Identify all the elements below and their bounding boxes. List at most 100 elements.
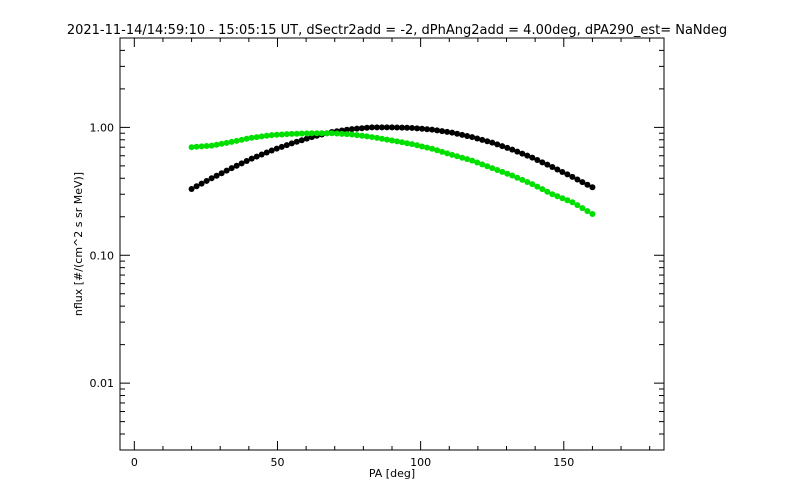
data-point-interp [273,145,280,152]
data-point-interp [574,176,581,183]
data-point [449,151,456,158]
data-point-interp [193,143,200,150]
data-point [529,154,536,161]
data-point-interp [474,159,481,166]
data-point-interp [494,166,501,173]
data-point-interp [399,139,406,146]
data-point-interp [454,153,461,160]
data-point-interp [243,157,250,164]
data-point-interp [564,197,571,204]
data-point-interp [283,131,290,138]
data-point [569,199,576,206]
data-point-interp [394,138,401,145]
data-point-interp [378,135,385,142]
data-point [268,147,275,154]
data-point [509,146,516,153]
data-point-interp [243,135,250,142]
data-point-interp [198,180,205,187]
data-point-interp [574,202,581,209]
data-point-interp [404,124,411,131]
data-point-interp [579,179,586,186]
y-tick-label: 0.10 [90,249,115,262]
data-point [208,142,215,149]
data-point-interp [343,131,350,138]
data-point-interp [414,125,421,132]
data-point [409,124,416,131]
data-point-interp [218,170,225,177]
x-tick-label: 0 [131,456,138,469]
data-point-interp [258,133,265,140]
data-point-interp [519,176,526,183]
data-points [188,124,596,218]
x-axis-label: PA [deg] [369,467,415,480]
data-point [509,172,516,179]
data-point-interp [514,174,521,181]
data-point-interp [559,195,566,202]
data-point-interp [338,130,345,137]
data-point-interp [193,183,200,190]
data-point-interp [444,128,451,135]
data-point-interp [524,178,531,185]
data-point-interp [203,143,210,150]
data-point-interp [424,144,431,151]
data-point [389,124,395,131]
data-point-interp [464,132,471,139]
data-point-interp [233,162,240,169]
data-point-interp [223,139,230,146]
data-point [228,165,235,172]
data-point-interp [534,156,541,163]
data-point-interp [504,170,511,177]
data-point-interp [559,168,566,175]
data-point-interp [363,133,370,140]
data-point-interp [539,159,546,166]
data-point [228,138,235,145]
data-point-interp [303,130,310,137]
data-point [489,139,496,146]
data-point-interp [258,151,265,158]
data-point [208,175,215,182]
data-point-interp [564,171,571,178]
x-tick-label: 150 [553,456,574,469]
data-point [348,131,355,138]
data-point-interp [203,177,210,184]
y-tick-label: 0.01 [90,377,115,390]
data-point [248,134,255,141]
data-point-interp [298,130,305,137]
data-point-interp [358,125,365,132]
data-point-interp [318,130,325,137]
data-point-interp [434,127,441,134]
data-point-interp [484,138,491,145]
data-point [589,211,596,218]
data-point [288,140,295,147]
data-point-interp [584,181,591,188]
data-point-interp [399,124,406,131]
data-point-interp [404,140,411,147]
data-point-interp [238,160,245,167]
data-point-interp [459,154,466,161]
data-point-interp [333,130,340,137]
data-point-interp [484,163,491,170]
x-tick-label: 50 [270,456,284,469]
data-point-interp [263,132,270,139]
data-point [489,165,496,172]
data-point-interp [434,147,441,154]
data-point-interp [313,130,320,137]
data-point-interp [494,141,501,148]
data-point-interp [353,132,360,139]
data-point-interp [539,186,546,193]
data-point-interp [499,143,506,150]
data-point-interp [439,148,446,155]
data-point-interp [383,136,390,143]
series-0 [188,124,596,192]
data-point [188,144,195,151]
data-point-interp [213,172,220,179]
data-point-interp [298,137,305,144]
data-point-interp [464,156,471,163]
data-point-interp [253,134,260,141]
y-axis-ticks: 0.01 0.10 1.00 [90,37,664,451]
data-point-interp [383,124,390,131]
data-point-interp [424,126,431,133]
data-point [429,126,436,133]
